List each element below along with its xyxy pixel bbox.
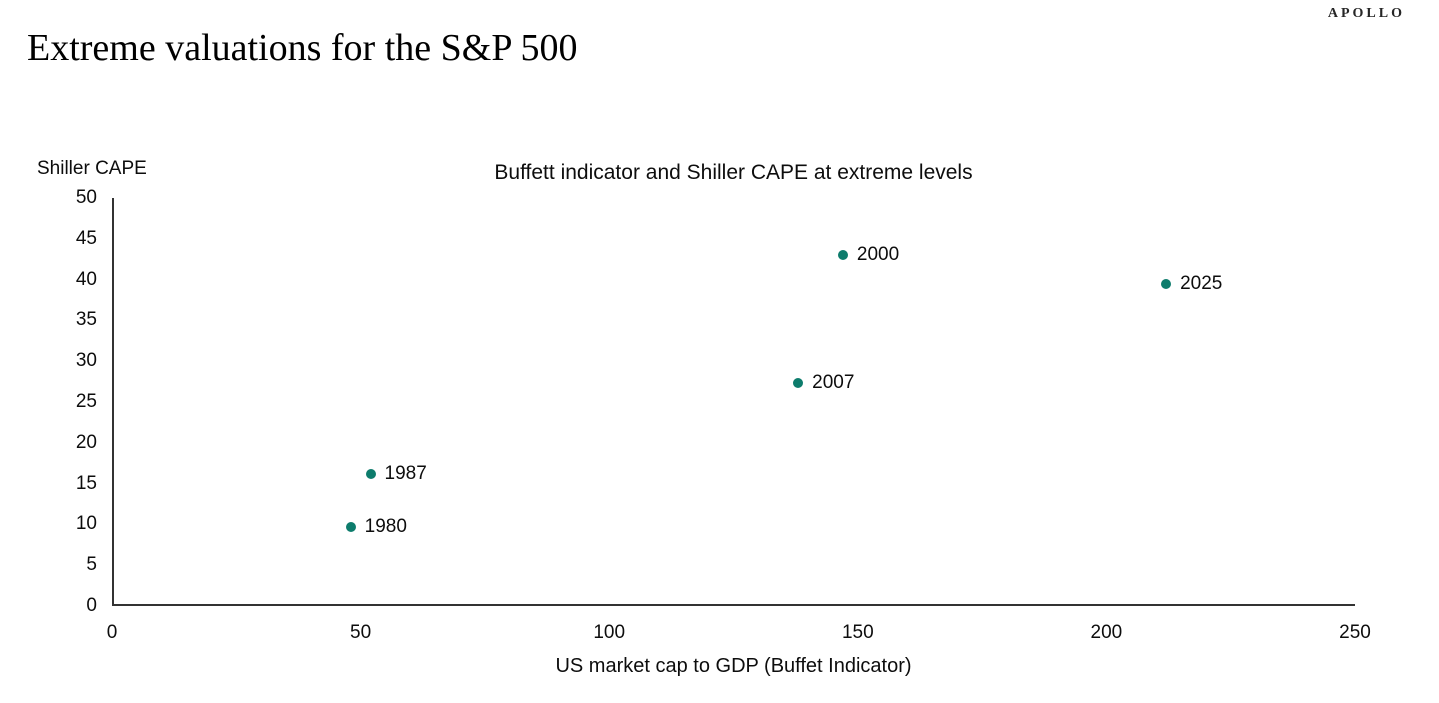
x-tick-label: 0: [106, 622, 118, 643]
y-tick-label: 35: [75, 309, 97, 331]
data-point-label-2025: 2025: [1180, 272, 1223, 294]
y-tick-label: 40: [75, 268, 97, 290]
data-point-2007: [793, 378, 804, 389]
data-point-label-1980: 1980: [364, 515, 407, 537]
chart-title: Buffett indicator and Shiller CAPE at ex…: [494, 161, 973, 184]
x-tick-label: 250: [1339, 622, 1371, 643]
x-tick-label: 100: [593, 622, 626, 643]
y-tick-label: 0: [86, 595, 97, 616]
data-point-1987: [365, 468, 376, 479]
data-point-label-2007: 2007: [812, 372, 855, 394]
apollo-logo: APOLLO: [1327, 6, 1405, 21]
x-tick-label: 50: [350, 622, 372, 643]
x-tick-label: 200: [1090, 622, 1123, 643]
y-tick-label: 20: [75, 431, 97, 453]
data-point-label-1987: 1987: [384, 462, 427, 484]
y-tick-label: 30: [75, 350, 97, 372]
y-tick-label: 15: [75, 472, 97, 494]
y-tick-label: 45: [75, 227, 97, 249]
page-title: Extreme valuations for the S&P 500: [27, 27, 578, 69]
plot-area: [112, 198, 1355, 606]
x-axis-label: US market cap to GDP (Buffet Indicator): [555, 655, 912, 677]
y-tick-label: 10: [75, 513, 97, 535]
y-tick-label: 5: [86, 554, 97, 576]
data-point-2025: [1161, 278, 1172, 289]
data-point-1980: [345, 521, 356, 532]
x-tick-label: 150: [841, 622, 874, 643]
y-tick-label: 50: [75, 187, 97, 208]
data-point-2000: [837, 250, 848, 261]
y-tick-label: 25: [75, 391, 97, 412]
y-axis-label: Shiller CAPE: [37, 158, 147, 179]
data-point-label-2000: 2000: [856, 244, 900, 266]
